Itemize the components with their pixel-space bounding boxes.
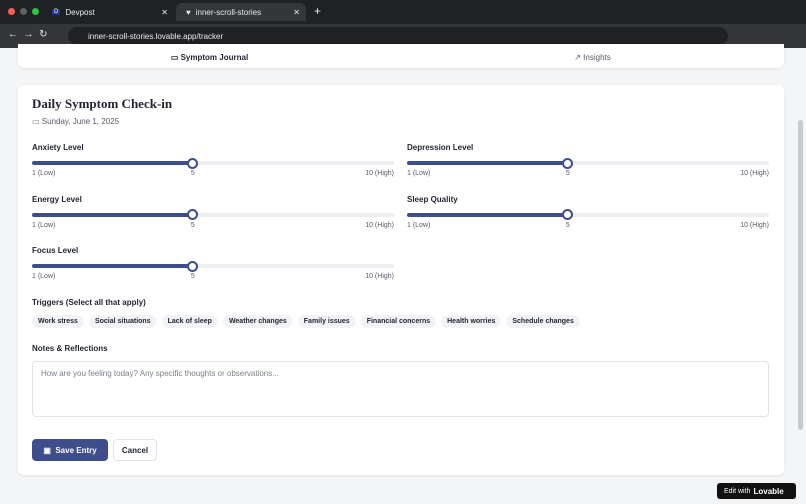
trigger-chip[interactable]: Weather changes (222, 315, 293, 328)
form-card (18, 85, 784, 475)
nav-tabs: ▭ Symptom Journal ↗ Insights (18, 44, 784, 68)
slider-min: 1 (Low) (32, 170, 56, 177)
trigger-list: Work stress Social situations Lack of slee… (32, 315, 580, 328)
date: Sunday, June 1, 2025 (41, 117, 120, 126)
address-bar[interactable]: inner-scroll-stories.lovable.app/tracker (68, 27, 728, 45)
zoom-window[interactable] (32, 8, 39, 15)
badge-brand: Lovable (753, 486, 784, 496)
nav-tab[interactable]: ▭ Symptom Journal (170, 53, 249, 62)
slider-value: 5 (565, 170, 570, 177)
trigger-chip[interactable]: Lack of sleep (161, 315, 218, 328)
slider-fill (32, 212, 193, 217)
slider-value: 5 (190, 273, 195, 280)
tab-icon: D (52, 9, 61, 15)
tab-close[interactable]: ✕ (293, 7, 300, 17)
slider-track[interactable] (32, 264, 394, 268)
slider-track[interactable] (32, 212, 394, 217)
slider-thumb[interactable] (187, 260, 199, 272)
slider-min: 1 (Low) (407, 221, 431, 229)
save-label: Save Entry (55, 445, 97, 455)
slider-max: 10 (High) (365, 273, 394, 280)
triggers-label: Triggers (Select all that apply) (32, 298, 146, 307)
slider-label: Focus Level (32, 246, 79, 255)
trigger-chip[interactable]: Financial concerns (360, 315, 437, 328)
slider-label: Energy Level (32, 194, 82, 204)
slider-track[interactable] (32, 161, 394, 165)
cancel-button[interactable]: Cancel (113, 439, 157, 461)
tab-active[interactable]: ♥ inner-scroll-stories ✕ (176, 3, 306, 21)
form-date: ▭ Sunday, June 1, 2025 (32, 117, 120, 126)
slider-thumb[interactable] (187, 209, 199, 220)
slider-label: Sleep Quality (407, 194, 458, 204)
slider-label: Anxiety Level (32, 143, 84, 152)
tab-close[interactable]: ✕ (161, 7, 168, 17)
close-window[interactable] (8, 8, 15, 15)
trigger-chip[interactable]: Health worries (441, 315, 502, 328)
url: inner-scroll-stories.lovable.app/tracker (88, 31, 224, 41)
placeholder: How are you feeling today? Any specific … (41, 369, 279, 378)
lovable-badge[interactable]: Edit with Lovable (717, 483, 796, 499)
slider-min: 1 (Low) (407, 170, 431, 177)
slider-max: 10 (High) (740, 170, 769, 177)
save-button[interactable]: ▣ Save Entry (32, 439, 108, 461)
scrollbar[interactable] (798, 120, 803, 430)
notes-input[interactable]: How are you feeling today? Any specific … (32, 361, 769, 417)
slider-fill (407, 161, 568, 165)
slider-label: Depression Level (407, 143, 474, 152)
badge-prefix: Edit with (724, 487, 751, 495)
nav-tab-label: Symptom Journal (180, 53, 249, 62)
slider-max: 10 (High) (365, 170, 394, 177)
slider-max: 10 (High) (740, 221, 769, 229)
slider-min: 1 (Low) (32, 273, 56, 280)
slider-min: 1 (Low) (32, 221, 56, 229)
nav-tab[interactable]: ↗ Insights (574, 53, 611, 62)
tab[interactable]: D Devpost ✕ (42, 3, 174, 21)
slider-fill (407, 212, 568, 217)
trigger-chip[interactable]: Work stress (32, 315, 84, 328)
slider-thumb[interactable] (562, 157, 574, 169)
slider-value: 5 (565, 221, 570, 229)
notes-label: Notes & Reflections (32, 344, 108, 353)
minimize-window[interactable] (20, 8, 27, 15)
tab-strip: D Devpost ✕ ♥ inner-scroll-stories ✕ + (0, 0, 806, 24)
trigger-chip[interactable]: Schedule changes (506, 315, 580, 328)
trigger-chip[interactable]: Family issues (297, 315, 356, 328)
trigger-chip[interactable]: Social situations (88, 315, 157, 328)
slider-fill (32, 264, 193, 268)
slider-value: 5 (190, 170, 195, 177)
cancel-label: Cancel (121, 445, 149, 455)
slider-value: 5 (190, 221, 195, 229)
slider-thumb[interactable] (187, 157, 199, 169)
slider-track[interactable] (407, 212, 769, 217)
new-tab[interactable]: + (314, 4, 322, 18)
nav-tab-label: Insights (583, 53, 611, 62)
slider-track[interactable] (407, 161, 769, 165)
slider-max: 10 (High) (365, 221, 394, 229)
nav-buttons[interactable]: ← → ↻ (8, 29, 48, 40)
form-title: Daily Symptom Check-in (32, 96, 173, 111)
tab-icon: ♥ (186, 7, 191, 17)
tab-title: inner-scroll-stories (195, 7, 262, 17)
slider-thumb[interactable] (562, 209, 574, 220)
slider-fill (32, 161, 193, 165)
tab-title: Devpost (65, 7, 95, 17)
